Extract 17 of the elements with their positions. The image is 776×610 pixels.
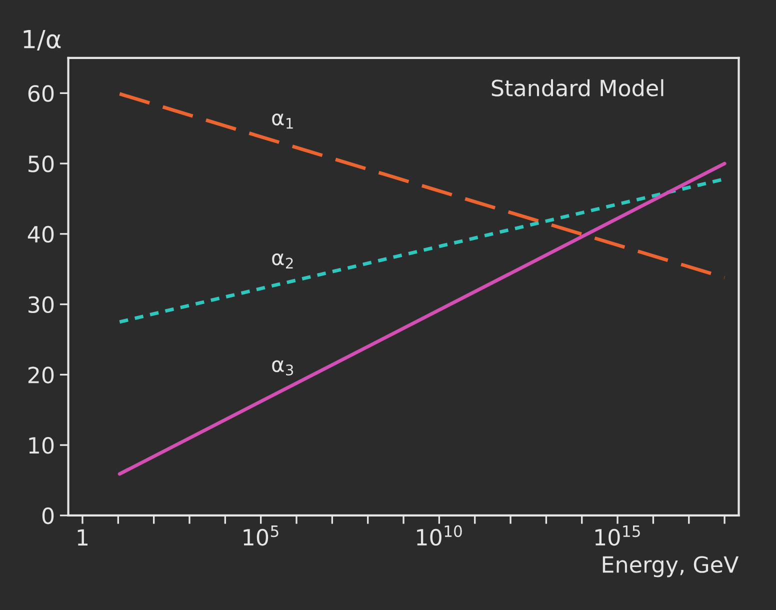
annotation: Standard Model (492, 79, 664, 96)
series-label: α$_{1}$ (272, 114, 293, 129)
y-tick-label: 40 (28, 226, 54, 243)
series-label: α$_{2}$ (272, 253, 293, 268)
x-axis-title: Energy, GeV (602, 556, 739, 578)
y-tick-label: 20 (28, 366, 54, 384)
x-tick-label: 10$^{5}$ (244, 526, 278, 546)
y-tick-label: 60 (28, 85, 54, 102)
y-tick-label: 0 (42, 507, 54, 524)
x-tick-label: 10$^{15}$ (595, 526, 640, 546)
y-tick-label: 10 (29, 437, 54, 454)
series-label: α$_{3}$ (272, 360, 294, 376)
y-tick-label: 50 (28, 155, 54, 172)
y-axis-title: 1/α (24, 30, 61, 50)
x-tick-label: 1 (78, 529, 88, 546)
y-tick-label: 30 (28, 296, 54, 314)
x-tick-label: 10$^{10}$ (417, 525, 462, 546)
